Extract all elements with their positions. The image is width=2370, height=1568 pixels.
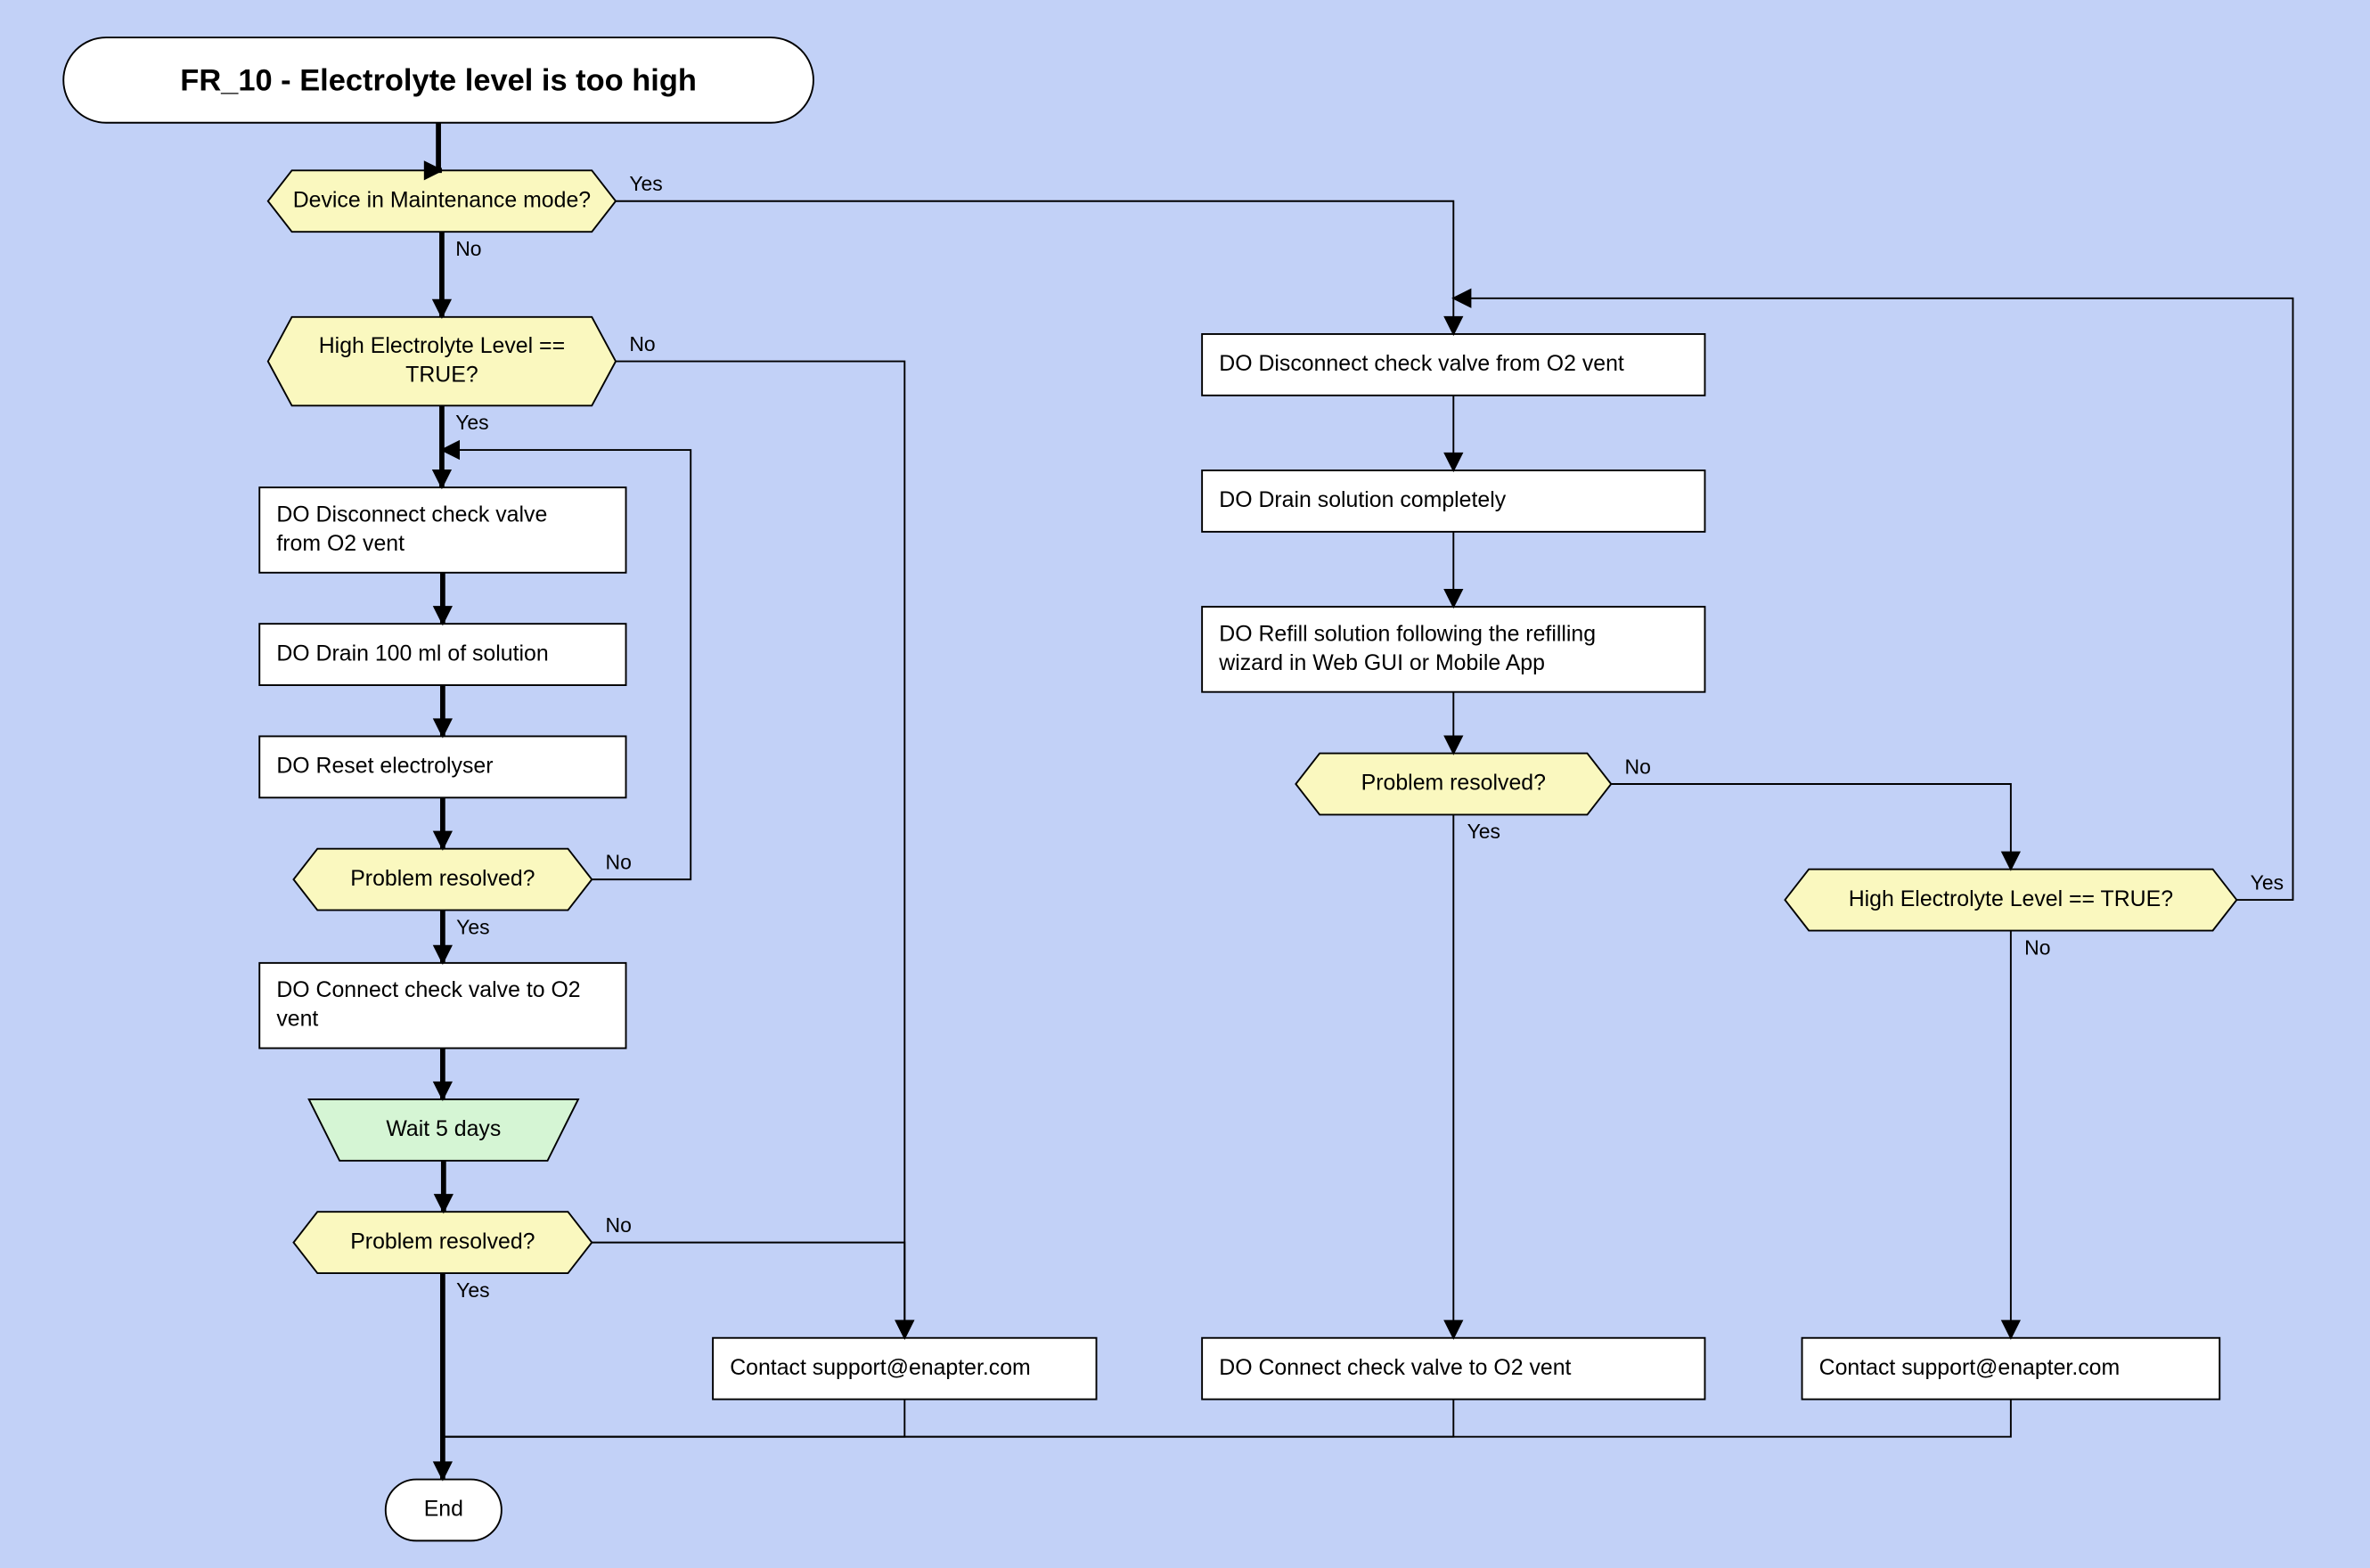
edge	[616, 201, 1453, 334]
node-label-p6: DO Disconnect check valve from O2 vent	[1219, 351, 1624, 376]
arrowhead	[1445, 736, 1462, 753]
edge-label: No	[455, 237, 481, 260]
node-label-p8: DO Refill solution following the refilli…	[1219, 621, 1596, 646]
arrowhead	[896, 1321, 913, 1338]
edge-label: Yes	[629, 172, 662, 195]
edge-label: Yes	[456, 1278, 489, 1302]
arrowhead	[1453, 290, 1470, 306]
node-label-d1: Device in Maintenance mode?	[293, 187, 591, 212]
node-label-p5: Contact support@enapter.com	[730, 1355, 1031, 1380]
arrowhead	[1445, 453, 1462, 470]
edge-label: Yes	[1467, 820, 1500, 843]
edge-label: No	[2024, 935, 2050, 959]
edge	[616, 362, 904, 1338]
node-label-end: End	[424, 1497, 463, 1522]
node-label-p10: Contact support@enapter.com	[1819, 1355, 2121, 1380]
arrowhead	[434, 832, 451, 849]
node-label-p7: DO Drain solution completely	[1219, 487, 1506, 512]
node-label-p8: wizard in Web GUI or Mobile App	[1218, 650, 1545, 675]
edge-label: No	[606, 1213, 632, 1237]
node-label-d2: High Electrolyte Level ==	[319, 333, 565, 358]
arrowhead	[433, 470, 450, 487]
arrowhead	[434, 946, 451, 963]
arrowhead	[1445, 1321, 1462, 1338]
arrowhead	[434, 607, 451, 624]
edge-label: Yes	[455, 411, 488, 434]
node-label-d4: Problem resolved?	[350, 1229, 535, 1254]
node-label-p1: from O2 vent	[276, 531, 405, 556]
edge	[444, 1400, 904, 1437]
edge-label: Yes	[456, 915, 489, 938]
edge	[444, 1400, 2011, 1437]
edge	[444, 1400, 1453, 1437]
arrowhead	[1445, 317, 1462, 334]
node-label-w1: Wait 5 days	[386, 1116, 501, 1141]
arrowhead	[435, 1195, 452, 1212]
arrowhead	[434, 1082, 451, 1099]
edge	[438, 123, 442, 171]
arrowhead	[434, 1462, 451, 1479]
edge-label: No	[606, 851, 632, 874]
node-label-d6: High Electrolyte Level == TRUE?	[1849, 886, 2173, 911]
edge-label: Yes	[2251, 871, 2284, 894]
arrowhead	[433, 300, 450, 317]
node-label-p9: DO Connect check valve to O2 vent	[1219, 1355, 1571, 1380]
node-label-d5: Problem resolved?	[1361, 771, 1546, 796]
edge-label: No	[1625, 755, 1651, 779]
node-label-d2: TRUE?	[405, 363, 478, 388]
flowchart-diagram: FR_10 - Electrolyte level is too high Dev…	[0, 0, 2370, 1568]
node-label-title: FR_10 - Electrolyte level is too high	[180, 63, 697, 97]
node-label-p4: DO Connect check valve to O2	[276, 977, 580, 1002]
edge	[592, 1243, 904, 1338]
node-label-p2: DO Drain 100 ml of solution	[276, 641, 548, 666]
node-label-p3: DO Reset electrolyser	[276, 754, 493, 779]
edge	[1611, 784, 2011, 870]
arrowhead	[2002, 1321, 2019, 1338]
arrowhead	[434, 719, 451, 736]
arrowhead	[2002, 853, 2019, 870]
edge-label: No	[629, 332, 655, 355]
arrowhead	[1445, 590, 1462, 607]
node-label-p4: vent	[276, 1007, 318, 1032]
node-label-d3: Problem resolved?	[350, 866, 535, 891]
node-label-p1: DO Disconnect check valve	[276, 502, 547, 527]
